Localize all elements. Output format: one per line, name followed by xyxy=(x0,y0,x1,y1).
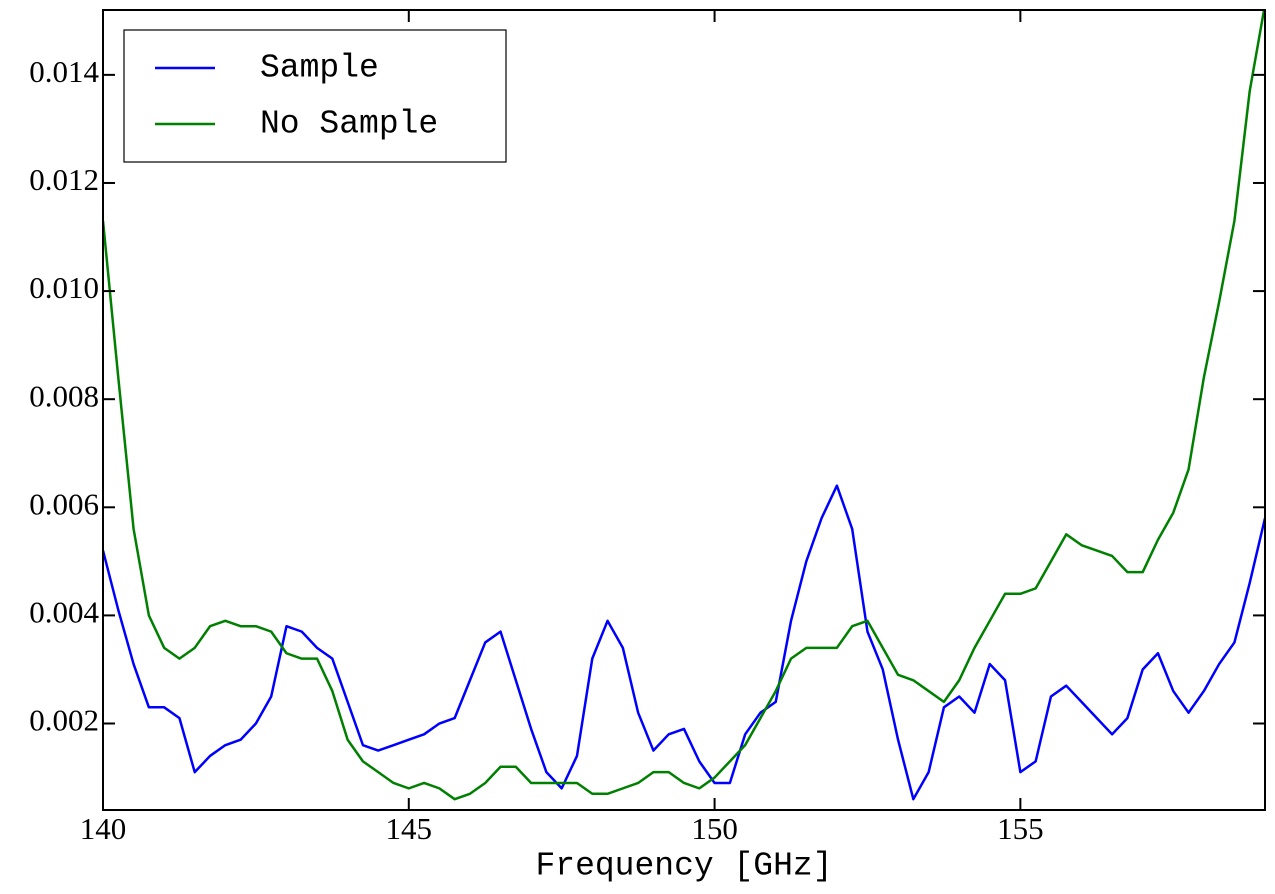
x-tick-label: 145 xyxy=(386,811,433,846)
legend-label: Sample xyxy=(260,50,379,87)
y-tick-label: 0.002 xyxy=(29,703,99,738)
x-tick-label: 140 xyxy=(80,811,127,846)
series-line xyxy=(103,10,1265,801)
y-tick-label: 0.008 xyxy=(29,378,99,413)
y-tick-label: 0.014 xyxy=(29,54,99,89)
y-tick-label: 0.004 xyxy=(29,595,99,630)
x-axis-label: Frequency [GHz] xyxy=(535,848,832,885)
legend-box xyxy=(123,29,507,163)
y-tick-label: 0.012 xyxy=(29,162,99,197)
y-tick-label: 0.010 xyxy=(29,270,99,305)
series-line xyxy=(103,484,1265,801)
x-tick-label: 150 xyxy=(691,811,738,846)
y-tick-label: 0.006 xyxy=(29,486,99,521)
plot-lines xyxy=(103,10,1265,801)
legend-label: No Sample xyxy=(260,106,438,143)
plot-frame xyxy=(102,9,1266,811)
x-tick-label: 155 xyxy=(997,811,1044,846)
